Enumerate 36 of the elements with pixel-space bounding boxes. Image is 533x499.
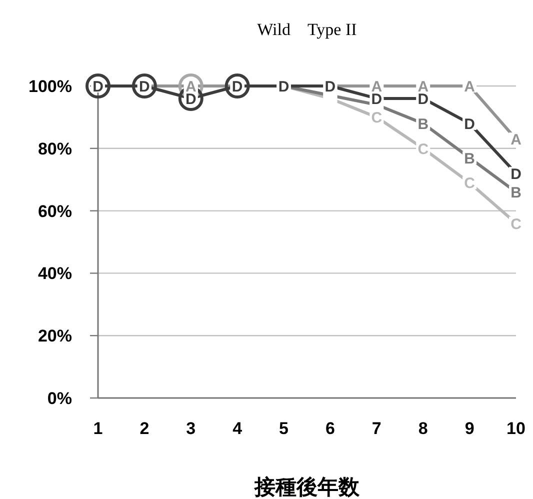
text: D — [324, 78, 336, 96]
x-tick-label: 10 — [506, 419, 526, 438]
text: D — [278, 78, 290, 96]
x-tick-label: 4 — [232, 419, 243, 438]
text: D — [510, 166, 522, 183]
y-tick-label: 0% — [47, 389, 72, 408]
x-tick-label: 1 — [93, 419, 103, 438]
series-label: C — [464, 175, 476, 192]
text: D — [232, 78, 243, 96]
text: D — [371, 90, 382, 108]
text: C — [371, 110, 382, 127]
chart-title: Wild Type II — [257, 20, 358, 39]
series-label: D — [139, 78, 150, 96]
text: C — [418, 140, 429, 158]
y-tick-label: 60% — [38, 202, 72, 221]
text: B — [464, 150, 475, 168]
y-tick-label: 40% — [38, 264, 72, 284]
x-tick-label: 9 — [464, 419, 474, 438]
x-tick-label: 5 — [279, 419, 289, 438]
text: C — [510, 216, 522, 233]
text: D — [464, 116, 475, 133]
x-tick-label: 2 — [140, 419, 150, 438]
series-label: B — [418, 116, 429, 133]
y-tick-label: 100% — [28, 77, 72, 96]
x-tick-label: 6 — [325, 419, 335, 438]
x-axis-title: 接種後年数 — [254, 475, 360, 499]
x-tick-label: 3 — [186, 419, 196, 438]
y-tick-label: 80% — [38, 139, 72, 158]
x-tick-label: 7 — [372, 419, 382, 438]
text: D — [92, 78, 104, 96]
series-label: A — [464, 78, 476, 96]
text: A — [510, 132, 522, 149]
text: D — [185, 90, 196, 108]
text: B — [510, 184, 522, 202]
x-tick-label: 8 — [418, 419, 428, 438]
y-tick-label: 20% — [38, 326, 72, 346]
